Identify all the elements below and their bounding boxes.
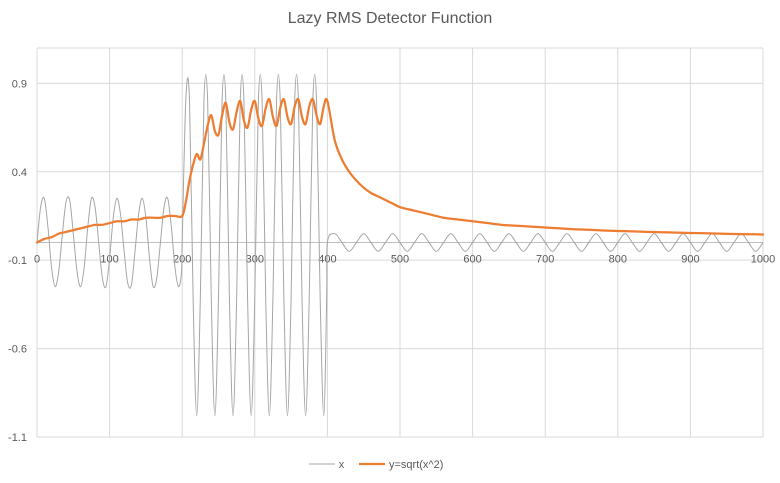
x-tick-label: 400 [318,254,336,266]
x-tick-label: 1000 [751,254,775,266]
series-line-y [35,97,765,244]
legend: x y=sqrt(x^2) [308,459,443,471]
legend-label-y: y=sqrt(x^2) [389,459,443,471]
y-tick-label: 0.4 [12,167,27,179]
y-tick-label: 0.9 [12,78,27,90]
y-tick-label: -1.1 [8,432,27,444]
legend-label-x: x [339,459,345,471]
x-tick-label: 500 [391,254,409,266]
x-tick-label: 600 [463,254,481,266]
chart-title: Lazy RMS Detector Function [287,10,493,27]
x-tick-label: 0 [34,254,40,266]
series-layer [35,74,765,417]
y-tick-label: -0.6 [8,344,27,356]
x-tick-label: 900 [681,254,699,266]
y-tick-label: -0.1 [8,255,27,267]
axis-layer: 0 100 200 300 400 500 600 700 800 900 10000.90.4-0… [8,78,775,444]
x-tick-label: 800 [609,254,627,266]
x-tick-label: 700 [536,254,554,266]
x-tick-label: 300 [246,254,264,266]
